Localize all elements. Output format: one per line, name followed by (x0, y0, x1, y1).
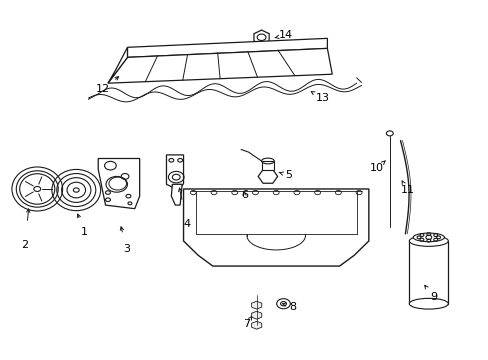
Polygon shape (108, 48, 331, 83)
Text: 3: 3 (123, 244, 130, 254)
Polygon shape (127, 39, 327, 57)
Text: 12: 12 (96, 84, 110, 94)
Text: 11: 11 (400, 185, 413, 195)
Polygon shape (258, 170, 277, 183)
Text: 10: 10 (369, 163, 384, 173)
Text: 1: 1 (81, 227, 88, 237)
Polygon shape (251, 321, 261, 329)
Text: 13: 13 (315, 93, 329, 103)
Polygon shape (166, 155, 183, 188)
Ellipse shape (408, 235, 447, 246)
Polygon shape (251, 301, 261, 309)
Circle shape (386, 131, 392, 136)
Text: 8: 8 (289, 302, 296, 312)
Bar (261, 161, 274, 170)
Ellipse shape (412, 233, 444, 242)
Polygon shape (251, 311, 261, 319)
Text: 7: 7 (243, 319, 250, 329)
Text: 6: 6 (241, 190, 247, 200)
Polygon shape (98, 158, 140, 209)
Text: 5: 5 (285, 170, 291, 180)
Bar (408, 241, 447, 304)
Text: 9: 9 (429, 292, 436, 302)
Ellipse shape (408, 298, 447, 309)
Text: 4: 4 (183, 219, 190, 229)
Text: 2: 2 (21, 240, 29, 250)
Polygon shape (108, 47, 127, 83)
Polygon shape (183, 189, 368, 266)
Polygon shape (171, 184, 182, 205)
Polygon shape (253, 30, 268, 44)
Text: 14: 14 (278, 31, 292, 40)
